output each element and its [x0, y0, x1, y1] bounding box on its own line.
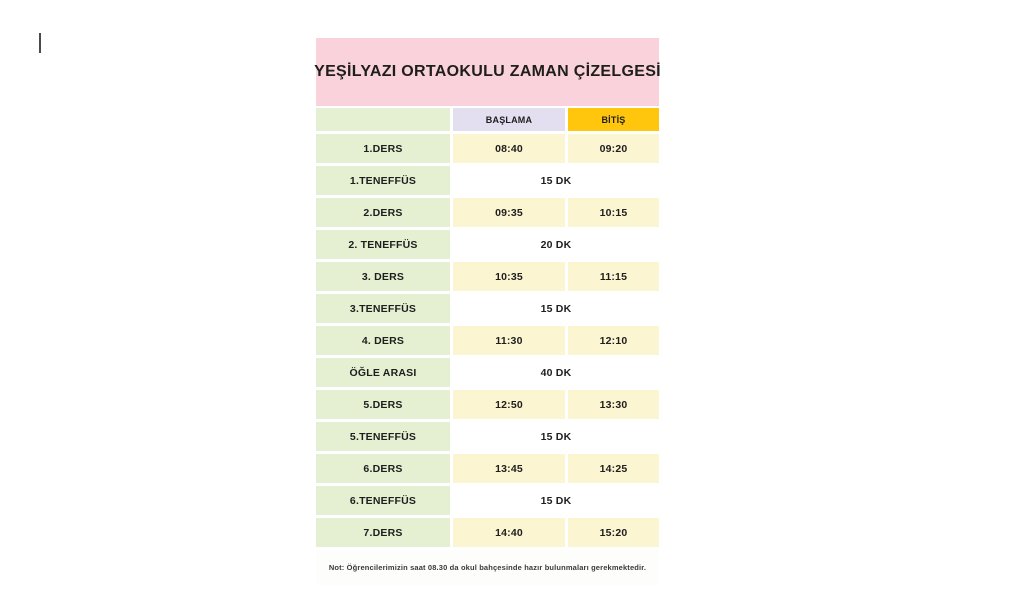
- table-row: ÖĞLE ARASI 40 DK: [316, 358, 659, 387]
- row-label-cell: 6.DERS: [316, 454, 450, 483]
- end-time-cell: 09:20: [568, 134, 659, 163]
- table-row: 6.TENEFFÜS 15 DK: [316, 486, 659, 515]
- row-label-cell: 4. DERS: [316, 326, 450, 355]
- start-time-cell: 09:35: [453, 198, 565, 227]
- row-label-cell: 6.TENEFFÜS: [316, 486, 450, 515]
- end-time-cell: 12:10: [568, 326, 659, 355]
- row-label-cell: 1.DERS: [316, 134, 450, 163]
- table-row: 1.DERS 08:40 09:20: [316, 134, 659, 163]
- column-header-end: BİTİŞ: [568, 108, 659, 131]
- start-time-cell: 13:45: [453, 454, 565, 483]
- end-time-cell: 14:25: [568, 454, 659, 483]
- column-header-start: BAŞLAMA: [453, 108, 565, 131]
- end-time-cell: 13:30: [568, 390, 659, 419]
- end-time-cell: 10:15: [568, 198, 659, 227]
- start-time-cell: 11:30: [453, 326, 565, 355]
- end-time-cell: 15:20: [568, 518, 659, 547]
- start-time-cell: 12:50: [453, 390, 565, 419]
- break-duration-cell: 20 DK: [453, 230, 659, 259]
- table-row: 1.TENEFFÜS 15 DK: [316, 166, 659, 195]
- start-time-cell: 10:35: [453, 262, 565, 291]
- row-label-cell: 3. DERS: [316, 262, 450, 291]
- row-label-cell: 7.DERS: [316, 518, 450, 547]
- row-label-cell: 5.DERS: [316, 390, 450, 419]
- start-time-cell: 14:40: [453, 518, 565, 547]
- table-row: 3. DERS 10:35 11:15: [316, 262, 659, 291]
- table-row: 4. DERS 11:30 12:10: [316, 326, 659, 355]
- break-duration-cell: 40 DK: [453, 358, 659, 387]
- table-row: 5.DERS 12:50 13:30: [316, 390, 659, 419]
- corner-spacer-cell: [316, 108, 450, 131]
- start-time-cell: 08:40: [453, 134, 565, 163]
- schedule-title: YEŞİLYAZI ORTAOKULU ZAMAN ÇİZELGESİ: [314, 38, 661, 106]
- break-duration-cell: 15 DK: [453, 486, 659, 515]
- schedule-rows: 1.DERS 08:40 09:20 1.TENEFFÜS 15 DK 2.DERS 09:…: [316, 134, 659, 547]
- row-label-cell: 3.TENEFFÜS: [316, 294, 450, 323]
- table-row: 6.DERS 13:45 14:25: [316, 454, 659, 483]
- break-duration-cell: 15 DK: [453, 294, 659, 323]
- table-header-row: BAŞLAMA BİTİŞ: [316, 108, 659, 131]
- end-time-cell: 11:15: [568, 262, 659, 291]
- table-row: 3.TENEFFÜS 15 DK: [316, 294, 659, 323]
- break-duration-cell: 15 DK: [453, 422, 659, 451]
- row-label-cell: 2. TENEFFÜS: [316, 230, 450, 259]
- table-row: 2. TENEFFÜS 20 DK: [316, 230, 659, 259]
- row-label-cell: 5.TENEFFÜS: [316, 422, 450, 451]
- text-cursor: [39, 33, 41, 53]
- break-duration-cell: 15 DK: [453, 166, 659, 195]
- table-row: 5.TENEFFÜS 15 DK: [316, 422, 659, 451]
- footer-note: Not: Öğrencilerimizin saat 08.30 da okul…: [316, 550, 659, 585]
- row-label-cell: 2.DERS: [316, 198, 450, 227]
- table-row: 2.DERS 09:35 10:15: [316, 198, 659, 227]
- schedule-card: YEŞİLYAZI ORTAOKULU ZAMAN ÇİZELGESİ BAŞL…: [314, 38, 661, 585]
- row-label-cell: 1.TENEFFÜS: [316, 166, 450, 195]
- table-row: 7.DERS 14:40 15:20: [316, 518, 659, 547]
- row-label-cell: ÖĞLE ARASI: [316, 358, 450, 387]
